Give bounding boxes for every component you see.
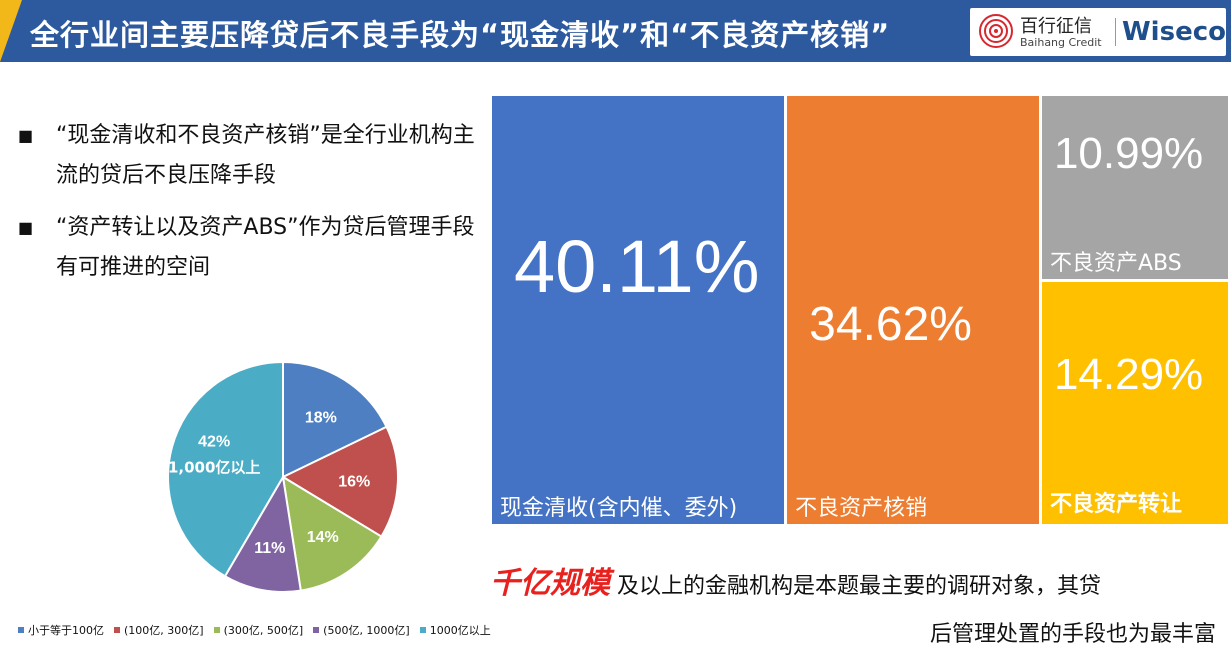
legend-label: (300亿, 500亿]	[223, 624, 304, 637]
legend-item: 1000亿以上	[419, 622, 491, 638]
logo-area: 百行征信 Baihang Credit Wiseco	[970, 8, 1226, 56]
pie-data-label: 14%	[307, 529, 339, 546]
pie-data-label: 11%	[254, 540, 285, 557]
wiseco-logo: Wiseco	[1122, 17, 1226, 47]
bullet-text: “资产转让以及资产ABS”作为贷后管理手段有可推进的空间	[56, 215, 475, 280]
treemap-block: 40.11% 现金清收(含内催、委外)	[492, 96, 785, 524]
bullet-item: ■ “现金清收和不良资产核销”是全行业机构主流的贷后不良压降手段	[18, 116, 478, 196]
pie-chart: 18% 16% 14% 11% 42% 1,000亿以上	[167, 360, 399, 593]
pie-data-label: 42%	[198, 433, 230, 450]
bullet-text: “现金清收和不良资产核销”是全行业机构主流的贷后不良压降手段	[56, 123, 475, 188]
pie-slice	[281, 475, 383, 592]
treemap-value-label: 14.29%	[1053, 349, 1204, 399]
bottom-text-1: 及以上的金融机构是本题最主要的调研对象，其贷	[617, 574, 1102, 599]
pie-slice	[282, 360, 388, 479]
legend-item: (500亿, 1000亿]	[313, 622, 410, 638]
logo-en-text: Baihang Credit	[1020, 36, 1102, 49]
legend-label: (100亿, 300亿]	[124, 624, 204, 637]
pie-data-label: 18%	[305, 410, 337, 427]
treemap-category-label: 不良资产ABS	[1049, 251, 1182, 277]
legend-swatch	[18, 627, 24, 633]
treemap-category-label: 不良资产核销	[795, 496, 928, 521]
baihang-logo-icon	[979, 14, 1013, 48]
bottom-line-1: 千亿规模 及以上的金融机构是本题最主要的调研对象，其贷	[490, 560, 1220, 611]
page-title: 全行业间主要压降贷后不良手段为“现金清收”和“不良资产核销”	[30, 18, 891, 52]
treemap-category-label: 不良资产转让	[1049, 491, 1182, 517]
header-bar: 全行业间主要压降贷后不良手段为“现金清收”和“不良资产核销” 百行征信 Baih…	[0, 0, 1231, 62]
legend-swatch	[114, 627, 120, 633]
legend-label: 1000亿以上	[429, 624, 491, 637]
pie-slice-annotation: 1,000亿以上	[168, 458, 260, 476]
logo-cn-text: 百行征信	[1020, 16, 1092, 37]
legend-label: (500亿, 1000亿]	[323, 624, 410, 637]
legend-swatch	[213, 627, 220, 633]
legend-item: (300亿, 500亿]	[213, 622, 304, 638]
bottom-line-2: 后管理处置的手段也为最丰富	[929, 622, 1216, 647]
bullet-item: ■ “资产转让以及资产ABS”作为贷后管理手段有可推进的空间	[18, 208, 478, 288]
logo-separator	[1115, 18, 1116, 46]
treemap-category-label: 现金清收(含内催、委外)	[500, 496, 738, 521]
pie-slice	[167, 360, 284, 578]
treemap-chart: 40.11% 现金清收(含内催、委外) 34.62% 不良资产核销 10.99% 不良资产…	[492, 96, 1228, 524]
pie-legend: 小于等于100亿 (100亿, 300亿] (300亿, 500亿] (500亿, 1…	[18, 622, 491, 638]
treemap-block: 10.99% 不良资产ABS	[1041, 96, 1228, 280]
square-bullet-icon: ■	[18, 218, 34, 237]
treemap-block: 14.29% 不良资产转让	[1041, 282, 1228, 524]
legend-swatch	[419, 627, 426, 633]
pie-slice	[280, 425, 399, 538]
treemap-value-label: 10.99%	[1053, 128, 1204, 178]
highlight-text: 千亿规模	[490, 566, 610, 601]
pie-slice	[223, 474, 302, 593]
legend-item: 小于等于100亿	[18, 622, 104, 638]
treemap-value-label: 40.11%	[514, 225, 760, 309]
treemap-value-label: 34.62%	[809, 298, 972, 352]
bullet-list: ■ “现金清收和不良资产核销”是全行业机构主流的贷后不良压降手段 ■ “资产转让…	[18, 116, 478, 300]
pie-data-label: 16%	[338, 473, 370, 490]
legend-swatch	[313, 627, 320, 633]
legend-label: 小于等于100亿	[28, 624, 104, 637]
square-bullet-icon: ■	[18, 126, 34, 145]
legend-item: (100亿, 300亿]	[114, 622, 204, 638]
bottom-note: 千亿规模 及以上的金融机构是本题最主要的调研对象，其贷 后管理处置的手段也为最丰…	[490, 560, 1220, 659]
treemap-block: 34.62% 不良资产核销	[787, 96, 1039, 524]
header-accent	[0, 0, 22, 62]
